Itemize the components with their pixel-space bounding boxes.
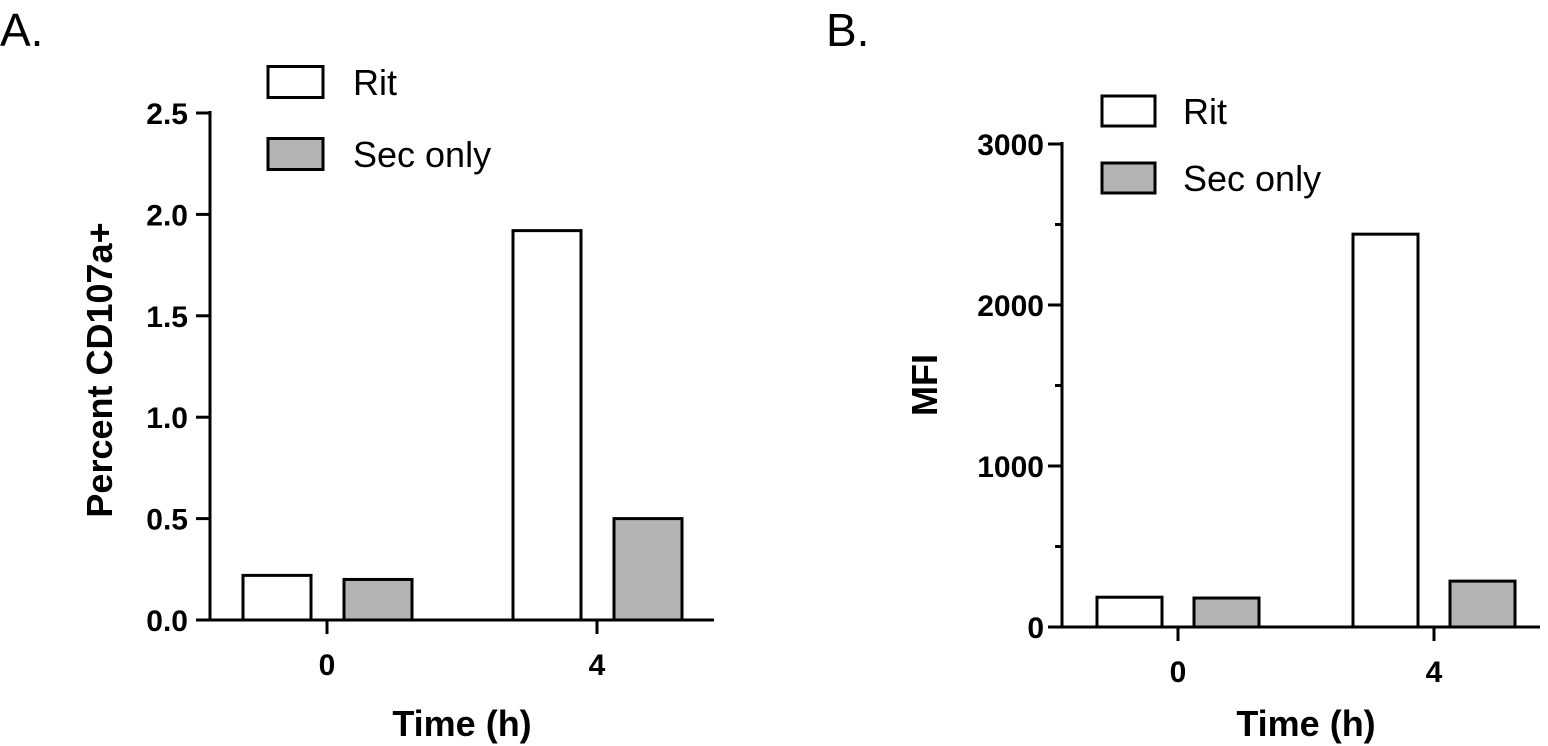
x-tick-label: 0 <box>1170 656 1187 689</box>
bar-rit-t0 <box>241 573 313 622</box>
bar-sec-only-t0 <box>342 577 414 622</box>
bar-sec-only-t4 <box>1448 579 1517 629</box>
y-tick-label: 2.5 <box>146 98 188 131</box>
y-tick-label: 0 <box>1027 612 1044 645</box>
legend-label: Rit <box>1183 91 1227 132</box>
bar-rit-t0 <box>1095 595 1164 629</box>
y-tick-label: 2.0 <box>146 199 188 232</box>
panel-label: B. <box>826 4 869 56</box>
y-tick-label: 0.0 <box>146 605 188 638</box>
x-tick-label: 0 <box>319 649 336 682</box>
bar-sec-only-t4 <box>612 517 684 622</box>
legend: Rit Sec only <box>1100 91 1321 199</box>
y-tick-label: 1.0 <box>146 402 188 435</box>
x-tick-label: 4 <box>589 649 606 682</box>
x-axis-title: Time (h) <box>392 703 531 744</box>
y-tick-label: 1.5 <box>146 301 188 334</box>
x-tick-label: 4 <box>1426 656 1443 689</box>
legend-label: Rit <box>353 62 397 103</box>
bar-rit-t4 <box>1351 232 1420 629</box>
legend-swatch-sec-only <box>266 137 325 171</box>
legend-swatch-sec-only <box>1100 161 1157 195</box>
y-tick-label: 0.5 <box>146 504 188 537</box>
legend: Rit Sec only <box>266 62 491 175</box>
y-axis-title: MFI <box>904 354 945 416</box>
chart-panel-a: A. 0.0 0.5 1.0 1.5 2.0 2.5 0 4 Time (h) Percent CD… <box>0 4 714 744</box>
legend-label: Sec only <box>353 134 491 175</box>
legend-swatch-rit <box>266 65 325 99</box>
legend-swatch-rit <box>1100 94 1157 128</box>
y-axis-title: Percent CD107a+ <box>79 222 120 517</box>
y-tick-label: 3000 <box>977 129 1044 162</box>
legend-label: Sec only <box>1183 158 1321 199</box>
panel-label: A. <box>0 4 43 56</box>
y-tick-label: 2000 <box>977 290 1044 323</box>
bar-rit-t4 <box>511 229 583 622</box>
x-axis-title: Time (h) <box>1236 703 1375 744</box>
y-tick-label: 1000 <box>977 451 1044 484</box>
bar-sec-only-t0 <box>1192 596 1261 629</box>
chart-panel-b: B. 0 1000 2000 3000 0 4 Time (h) MFI Rit Sec only <box>826 4 1540 744</box>
